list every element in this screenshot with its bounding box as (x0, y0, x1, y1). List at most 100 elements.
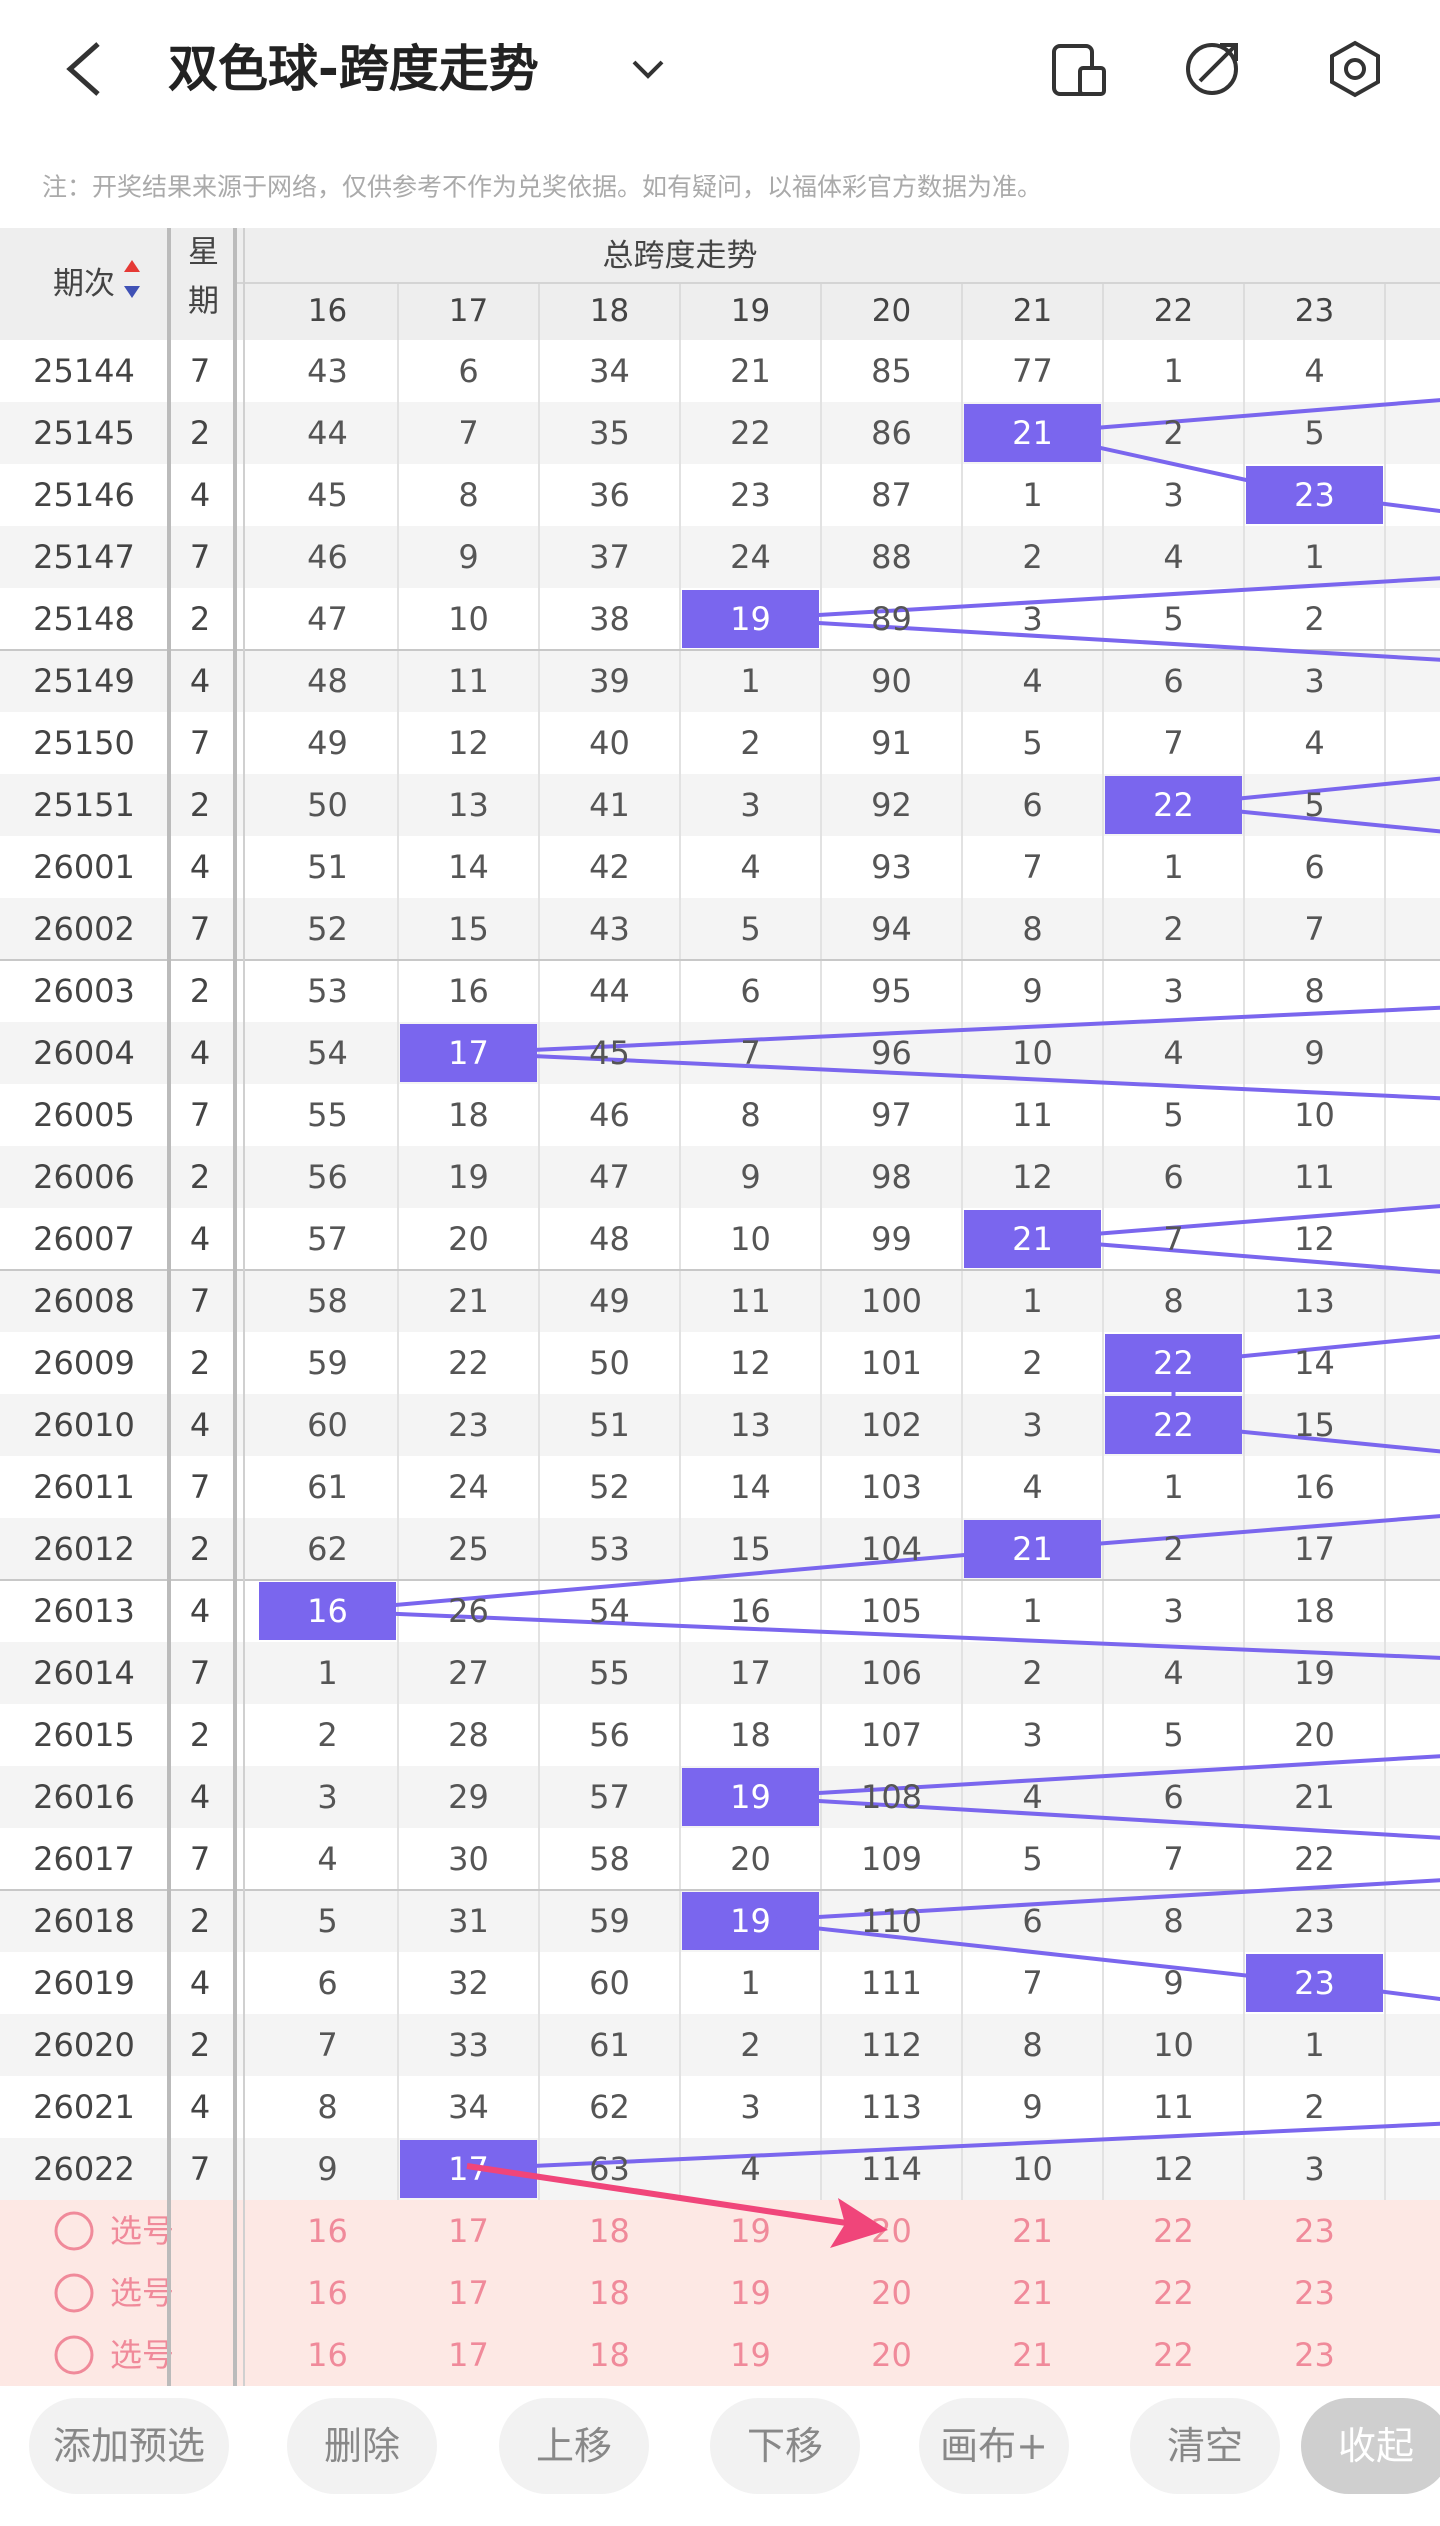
select-value[interactable]: 20 (871, 2274, 912, 2312)
cell-value: 8 (1022, 910, 1042, 948)
select-value[interactable]: 20 (871, 2336, 912, 2374)
back-button[interactable] (66, 42, 100, 96)
trend-line (1032, 431, 1315, 497)
button-label[interactable]: 下移 (747, 2424, 823, 2468)
cell-value: 13 (1294, 1282, 1335, 1320)
cell-value: 24 (730, 538, 771, 576)
cell-value: 18 (730, 1716, 771, 1754)
cell-value: 7 (1163, 1220, 1183, 1258)
cell-value: 5 (740, 910, 760, 948)
cell-value: 53 (307, 972, 348, 1010)
cell-value: 54 (589, 1592, 630, 1630)
select-value[interactable]: 21 (1012, 2212, 1053, 2250)
button-bg[interactable] (29, 2398, 229, 2494)
cell-value: 47 (307, 600, 348, 638)
cell-value: 2 (1163, 910, 1183, 948)
row-bg (0, 2138, 1440, 2200)
cell-value: 3 (1304, 2150, 1324, 2188)
select-radio[interactable] (54, 2335, 94, 2375)
cell-value: 3 (317, 1778, 337, 1816)
cell-value: 92 (871, 786, 912, 824)
select-value[interactable]: 16 (307, 2336, 348, 2374)
button-label[interactable]: 收起 (1338, 2424, 1414, 2468)
button-bg[interactable] (919, 2398, 1069, 2494)
cell-value: 1 (1022, 476, 1042, 514)
cell-value: 38 (589, 600, 630, 638)
button-label[interactable]: 清空 (1167, 2424, 1243, 2468)
cell-value: 3 (1163, 972, 1183, 1010)
select-value[interactable]: 22 (1153, 2212, 1194, 2250)
cell-value: 48 (589, 1220, 630, 1258)
cell-value: 21 (1294, 1778, 1335, 1816)
share-icon[interactable] (1186, 43, 1238, 95)
row-bg (0, 1704, 1440, 1766)
button-bg[interactable] (499, 2398, 649, 2494)
select-value[interactable]: 22 (1153, 2336, 1194, 2374)
select-value[interactable]: 23 (1294, 2212, 1335, 2250)
select-value[interactable]: 19 (730, 2274, 771, 2312)
cell-value: 60 (307, 1406, 348, 1444)
button-label[interactable]: 画布+ (940, 2424, 1048, 2468)
select-value[interactable]: 18 (589, 2212, 630, 2250)
buttons: 添加预选 删除 上移 下移 画布+ 清空 收起 (29, 2398, 1440, 2494)
select-value[interactable]: 18 (589, 2336, 630, 2374)
dropdown[interactable] (632, 60, 664, 79)
button-label[interactable]: 添加预选 (53, 2424, 205, 2468)
select-value[interactable]: 16 (307, 2274, 348, 2312)
period: 25144 (33, 352, 135, 390)
cell-value: 3 (1022, 600, 1042, 638)
cell-value: 50 (589, 1344, 630, 1382)
select-value[interactable]: 18 (589, 2274, 630, 2312)
week: 7 (190, 724, 210, 762)
select-value[interactable]: 17 (448, 2212, 489, 2250)
trend-line (1032, 1237, 1440, 1274)
row-bg (0, 340, 1440, 402)
cell-value: 7 (1304, 910, 1324, 948)
select-value[interactable]: 23 (1294, 2274, 1335, 2312)
period: 26017 (33, 1840, 135, 1878)
week: 2 (190, 2026, 210, 2064)
cell-value: 2 (1163, 1530, 1183, 1568)
select-radio[interactable] (54, 2211, 94, 2251)
select-value[interactable]: 19 (730, 2336, 771, 2374)
select-value[interactable]: 16 (307, 2212, 348, 2250)
select-value[interactable]: 19 (730, 2212, 771, 2250)
cell-value: 27 (448, 1654, 489, 1692)
cell-value: 51 (589, 1406, 630, 1444)
settings-icon[interactable] (1330, 40, 1380, 98)
column-header: 16 (308, 293, 347, 329)
cell-value: 7 (740, 1034, 760, 1072)
cell-value: 12 (1294, 1220, 1335, 1258)
button-bg[interactable] (710, 2398, 860, 2494)
select-value[interactable]: 21 (1012, 2336, 1053, 2374)
select-value[interactable]: 22 (1153, 2274, 1194, 2312)
cell-value: 1 (740, 1964, 760, 2002)
cell-value: 36 (589, 476, 630, 514)
cell-value: 5 (1163, 1096, 1183, 1134)
cell-value: 10 (1294, 1096, 1335, 1134)
select-value[interactable]: 23 (1294, 2336, 1335, 2374)
cell-value: 43 (307, 352, 348, 390)
trend-line (1173, 1423, 1440, 1454)
cell-value: 85 (871, 352, 912, 390)
select-value[interactable]: 17 (448, 2336, 489, 2374)
cell-value: 2 (740, 2026, 760, 2064)
period-header[interactable]: 期次 (53, 266, 115, 302)
button-bg[interactable] (287, 2398, 437, 2494)
cell-value: 13 (730, 1406, 771, 1444)
period: 26003 (33, 972, 135, 1010)
button-bg[interactable] (1130, 2398, 1280, 2494)
column-header: 18 (590, 293, 629, 329)
button-label[interactable]: 删除 (324, 2424, 400, 2468)
select-radio[interactable] (54, 2273, 94, 2313)
button-label[interactable]: 上移 (536, 2424, 612, 2468)
cell-value: 44 (307, 414, 348, 452)
cell-value: 10 (1153, 2026, 1194, 2064)
row-bg (0, 402, 1440, 464)
button-bg[interactable] (1301, 2398, 1440, 2494)
cell-value: 10 (730, 1220, 771, 1258)
select-value[interactable]: 17 (448, 2274, 489, 2312)
period: 26009 (33, 1344, 135, 1382)
cell-value: 2 (1022, 1654, 1042, 1692)
select-value[interactable]: 21 (1012, 2274, 1053, 2312)
